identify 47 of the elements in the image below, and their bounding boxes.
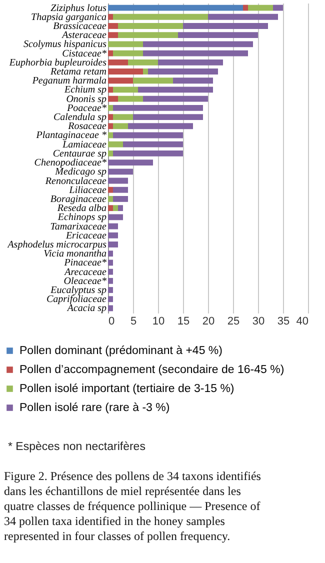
x-tick-label: 0 — [108, 316, 115, 328]
y-tick-label: Vicia monantha — [44, 248, 106, 260]
x-tick-label: 5 — [130, 316, 137, 328]
y-tick-label: Acacia sp — [66, 303, 106, 314]
y-tick-label: Reseda alba — [56, 203, 106, 214]
y-tick-label: Ziziphus lotus — [50, 2, 107, 14]
y-tick-label: Retama retam — [49, 66, 106, 78]
legend-label: Pollen dominant (prédominant à +45 %) — [20, 344, 223, 357]
y-tick-label: Oleaceae* — [64, 276, 106, 287]
y-tick-label: Rosaceae — [67, 121, 108, 132]
y-tick-label: Pinaceae* — [63, 258, 106, 269]
y-tick-label: Renonculaceae — [44, 176, 108, 187]
y-tick-label: Cistaceae* — [62, 48, 106, 60]
y-tick-label: Tamarixaceae — [50, 221, 108, 232]
legend-label: Pollen isolé important (tertiaire de 3-15 %) — [20, 382, 234, 395]
legend-label: Pollen isolé rare (rare à -3 %) — [20, 402, 170, 414]
x-tick-label: 30 — [252, 316, 265, 328]
x-tick-label: 15 — [177, 316, 190, 328]
x-tick-label: 20 — [202, 316, 215, 328]
y-tick-label: Boraginaceae — [50, 194, 108, 205]
y-tick-label: Medicago sp — [54, 166, 106, 178]
x-tick-label: 35 — [277, 316, 290, 328]
y-tick-label: Ericaceae — [64, 230, 108, 242]
y-tick-label: Euphorbia bupleuroides — [8, 57, 107, 68]
caption: Figure 2. Présence des pollens de 34 taxons identifiés dans les échantillons de miel représentée dans les quatre classes de fréquence pollinique — Presence of 34 pollen taxa identified in the honey samples represented in four classes of pollen frequency. — [4, 469, 262, 543]
y-tick-label: Peganum harmala — [31, 76, 106, 87]
y-tick-label: Thapsia garganica — [31, 12, 106, 23]
y-tick-label: Ononis sp — [66, 94, 106, 105]
x-tick-label: 10 — [152, 316, 165, 328]
legend-label: Pollen d’accompagnement (secondaire de 16-45 %) — [20, 364, 284, 376]
y-tick-label: Chenopodiaceae* — [34, 158, 106, 169]
x-tick-label: 25 — [227, 316, 240, 328]
text: * Espèces non nectarifères — [8, 441, 146, 453]
x-tick-label: 40 — [296, 316, 308, 328]
y-tick-label: Centaurae sp — [52, 148, 106, 160]
y-tick-label: Plantaginaceae * — [35, 130, 106, 142]
y-tick-label: Lamiaceae — [62, 139, 108, 150]
y-tick-label: Caprifoliaceae — [46, 294, 108, 306]
y-tick-label: Liliaceae — [68, 184, 108, 196]
y-tick-label: Asphodelus microcarpus — [6, 239, 107, 250]
y-tick-label: Echinops sp — [56, 212, 106, 224]
y-tick-label: Eucalyptus sp — [50, 285, 106, 296]
y-tick-label: Scolymus hispanicus — [23, 39, 107, 50]
y-tick-label: Echium sp — [64, 84, 106, 96]
y-tick-label: Asteraceae — [61, 30, 108, 42]
y-tick-label: Arecaceae — [64, 266, 108, 278]
y-tick-label: Calendula sp — [53, 112, 106, 124]
